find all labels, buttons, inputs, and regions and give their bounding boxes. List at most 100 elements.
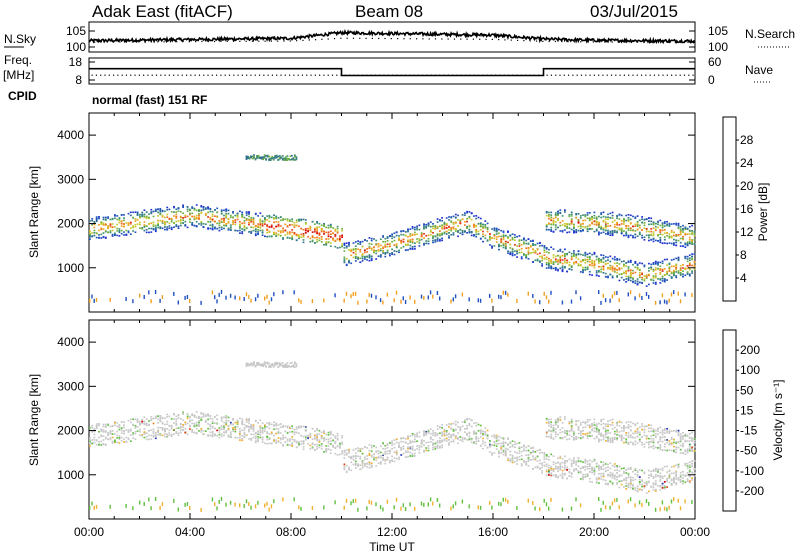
power-cell [429,229,432,231]
power-cell [611,230,614,232]
power-cell [548,211,550,214]
power-cell [241,230,244,233]
velocity-cell [427,441,430,444]
power-cell [491,298,493,303]
power-cell [89,238,91,240]
power-cell [384,243,387,246]
power-cell [323,298,325,303]
velocity-cell [373,445,375,447]
power-cell [661,226,664,229]
velocity-cell [441,427,443,429]
velocity-cell [454,424,457,426]
velocity-cell [525,461,528,464]
power-cell [148,227,150,230]
nave-dot [606,74,608,76]
power-cell [432,237,434,239]
power-cell [179,215,182,218]
power-cell [427,295,429,300]
power-cell [475,235,478,238]
power-cell [245,219,248,221]
power-cell [625,278,628,280]
power-cell [259,224,262,227]
power-cell [520,257,523,260]
power-cell [414,242,416,244]
velocity-cell [154,433,157,436]
power-cell [620,232,623,234]
velocity-cell [93,441,96,444]
power-cell [550,226,553,229]
power-cell [484,220,487,222]
power-cell [293,232,296,234]
velocity-cell [168,415,171,418]
power-cell [504,247,507,250]
power-cell [611,294,614,299]
power-cell [273,232,275,235]
power-cell [334,234,337,236]
velocity-cell [393,457,396,459]
power-cell [602,272,605,274]
power-cell [609,273,612,276]
power-cell [623,230,625,232]
velocity-cell [323,505,325,510]
velocity-cell [375,451,378,453]
velocity-cell [184,502,186,507]
velocity-cell [254,437,257,440]
velocity-cell [109,432,112,435]
power-cell [575,260,578,263]
velocity-cell [357,463,359,465]
power-cell [118,230,121,232]
power-cell [116,234,119,237]
nave-dot [288,74,291,76]
nsearch-dot [485,38,487,40]
power-cell [247,157,249,159]
power-cell [679,267,682,269]
power-cell [357,248,359,250]
noise-right-tick-label: 105 [708,24,728,38]
velocity-cell [116,430,119,433]
power-cell [364,251,366,254]
power-cell [395,290,398,295]
power-cell [657,221,659,223]
velocity-cell [516,463,518,465]
velocity-cell [252,425,255,428]
velocity-cell [432,439,434,441]
power-cell [441,226,443,228]
power-cell [663,232,666,234]
power-cell [127,230,130,232]
velocity-cell [389,449,391,452]
nave-dot [417,74,419,76]
power-cell [552,256,555,259]
velocity-cell [502,445,505,448]
power-cell [479,225,482,227]
nave-dot [164,74,166,76]
velocity-cell [273,438,275,441]
velocity-cell [373,458,375,461]
power-cell [491,245,493,248]
power-cell [564,209,566,211]
power-cell [209,216,212,219]
power-cell [661,229,664,232]
velocity-cell [545,417,548,420]
velocity-cell [400,440,403,443]
power-cell [314,231,316,233]
power-cell [166,226,169,228]
velocity-cell [391,455,393,458]
velocity-cell [311,447,314,450]
velocity-cell [93,439,96,441]
power-cell [294,159,296,161]
power-cell [248,295,250,299]
power-cell [189,209,191,212]
velocity-cell [234,430,237,433]
power-cell [598,290,600,295]
velocity-cell [523,449,525,452]
power-cell [439,219,441,221]
power-cell [623,220,625,222]
velocity-cell [329,443,332,445]
velocity-cell [427,447,430,449]
power-cell [586,256,589,258]
velocity-cell [432,434,434,437]
power-cell [393,239,396,242]
power-cell [582,271,584,274]
velocity-cell [364,456,366,459]
velocity-cell [182,429,184,431]
